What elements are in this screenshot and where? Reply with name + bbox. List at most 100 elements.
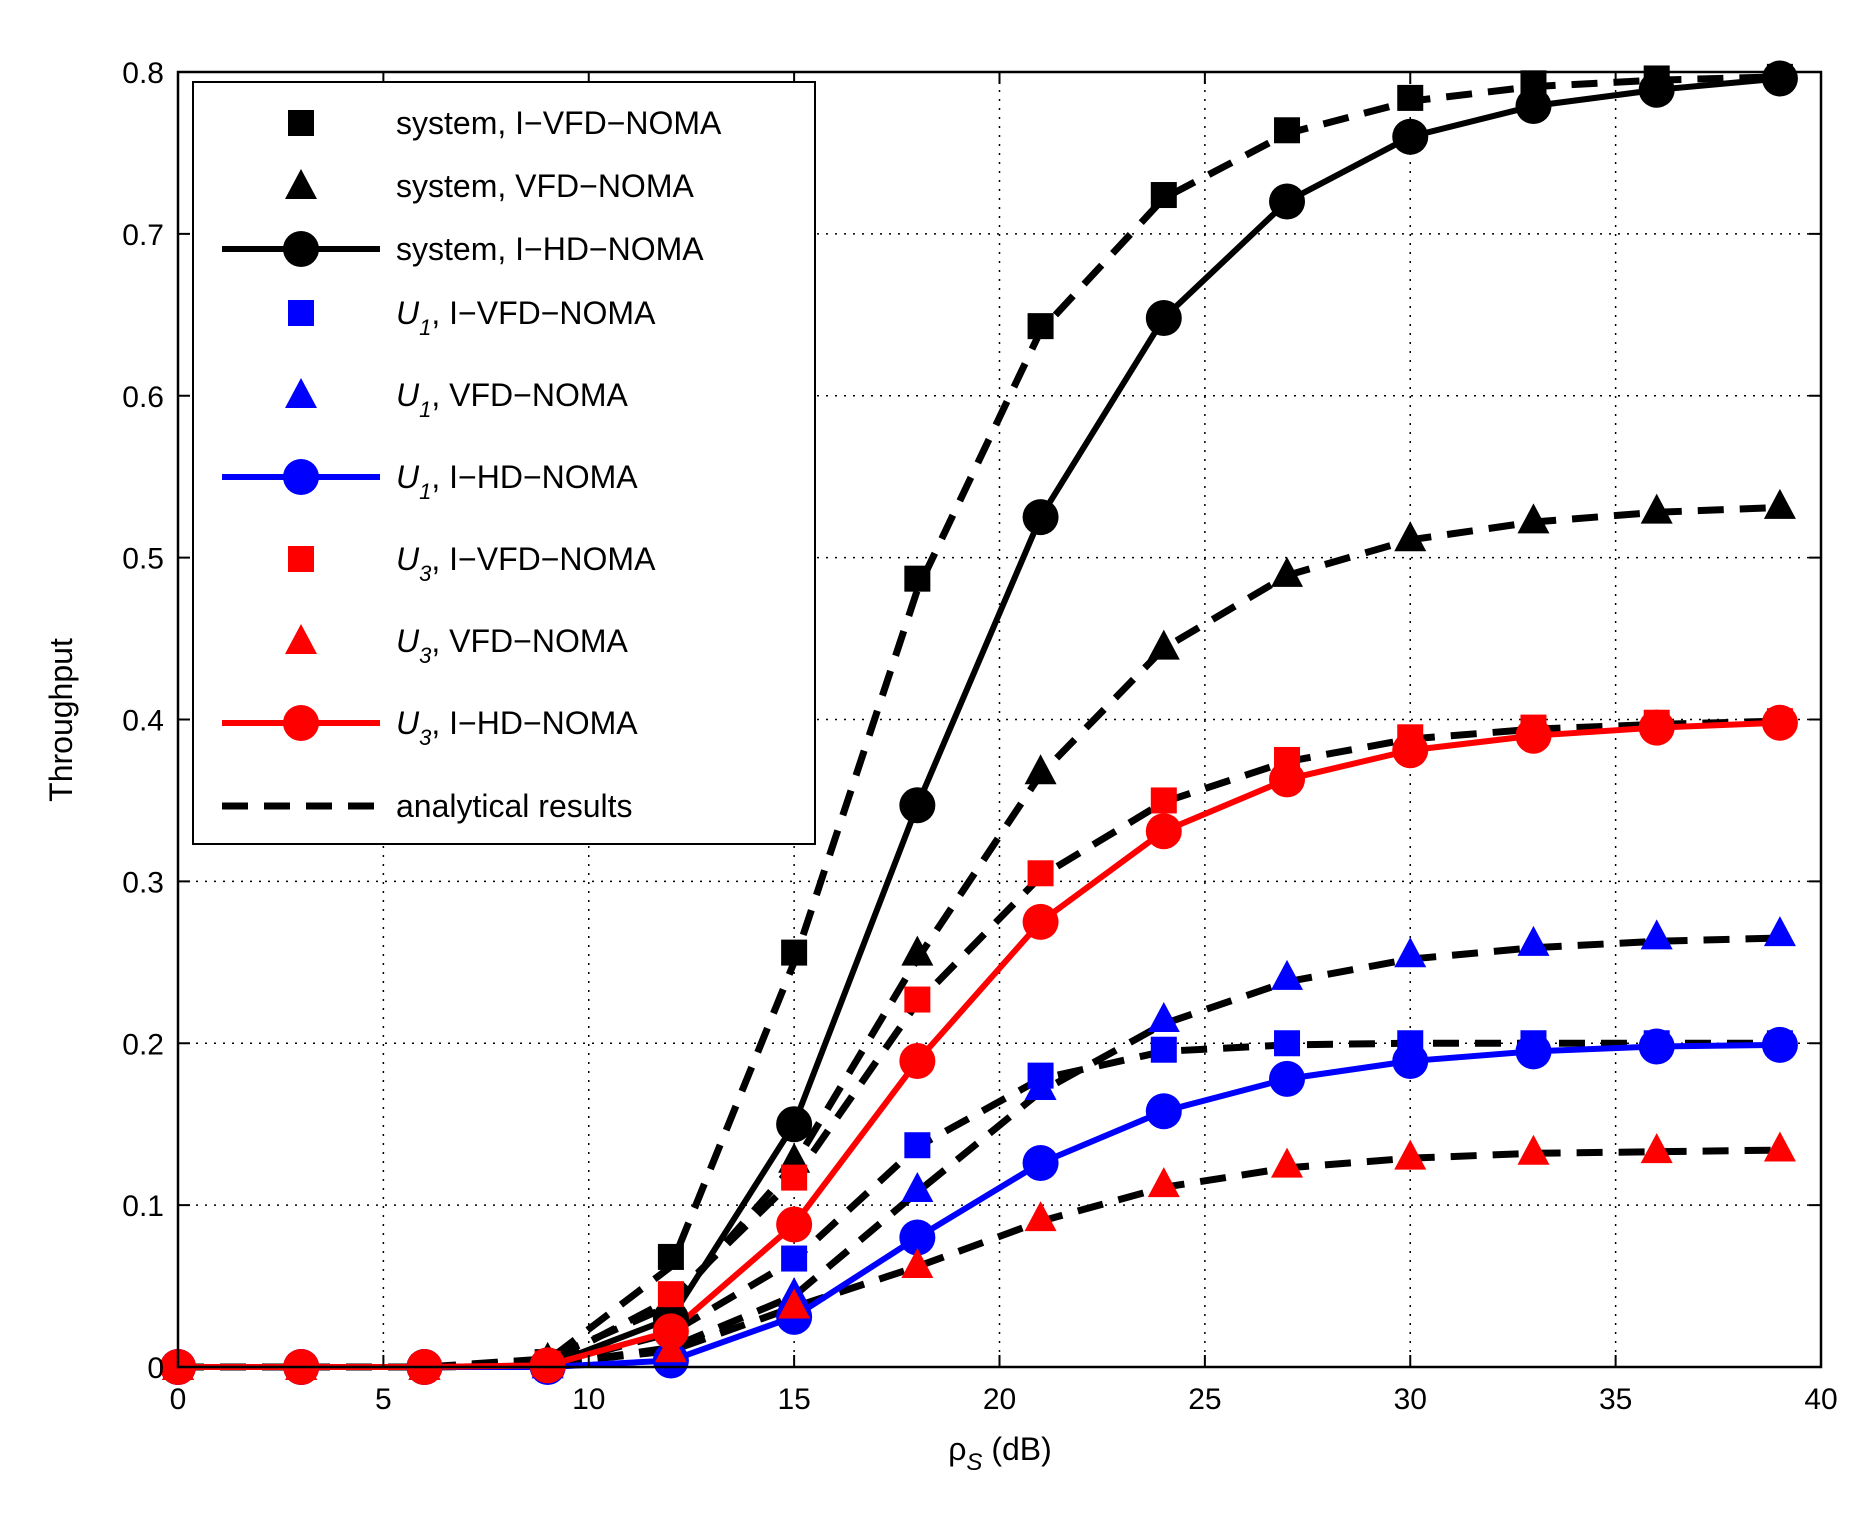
data-point-u1-i-hd-noma	[1269, 1060, 1306, 1097]
data-point-u3-i-vfd-noma	[1027, 860, 1054, 887]
data-point-u3-vfd-noma	[1024, 1201, 1057, 1232]
legend-label-prefix: U	[396, 623, 420, 659]
data-point-system-i-vfd-noma	[657, 1243, 684, 1270]
data-point-system-i-hd-noma	[1392, 118, 1429, 155]
data-point-u3-i-hd-noma	[1761, 704, 1798, 741]
legend-label-prefix: U	[396, 541, 420, 577]
data-point-u1-i-hd-noma	[1145, 1093, 1182, 1130]
data-point-u3-i-hd-noma	[776, 1206, 813, 1243]
legend-label-u3-i-hd-noma: U3, I−HD−NOMA	[396, 705, 638, 750]
data-point-u1-i-hd-noma	[899, 1219, 936, 1256]
tick-labels: 0 5 10 15 20 25 30 35 40 0 0.1 0.2 0.3 0.4 0.5 0.6 0.7 0.…	[122, 57, 1837, 1416]
data-point-system-i-hd-noma	[1515, 87, 1552, 124]
data-point-system-vfd-noma	[1640, 493, 1673, 524]
data-point-u1-i-vfd-noma	[781, 1245, 808, 1272]
data-point-u3-i-hd-noma	[529, 1347, 566, 1384]
y-tick-label: 0.1	[122, 1190, 164, 1223]
axis-ticks	[177, 71, 1822, 1368]
data-point-u1-i-vfd-noma	[1274, 1030, 1301, 1057]
data-point-u3-vfd-noma	[1517, 1134, 1550, 1165]
y-axis-label: Throughput	[43, 638, 79, 802]
x-tick-label: 15	[777, 1383, 810, 1416]
data-point-system-i-hd-noma	[1269, 183, 1306, 220]
data-point-system-i-vfd-noma	[781, 939, 808, 966]
legend-label-prefix: system,	[396, 168, 515, 204]
data-point-u3-vfd-noma	[901, 1248, 934, 1279]
series-markers	[160, 60, 1798, 1385]
legend-label-prefix: U	[396, 377, 420, 413]
y-tick-label: 0.6	[122, 381, 164, 414]
legend-label-suffix: VFD−NOMA	[515, 168, 694, 204]
data-point-u1-vfd-noma	[901, 1171, 934, 1202]
data-point-u1-vfd-noma	[1024, 1069, 1057, 1100]
data-point-system-i-vfd-noma	[1397, 84, 1424, 111]
legend-label-suffix: , VFD−NOMA	[431, 377, 628, 413]
legend-marker-system-vfd-noma	[285, 169, 317, 199]
data-point-u3-i-vfd-noma	[657, 1281, 684, 1308]
legend-label-prefix: U	[396, 705, 420, 741]
x-tick-label: 30	[1394, 1383, 1427, 1416]
data-point-u1-vfd-noma	[1394, 937, 1427, 968]
legend-label-u3-vfd-noma: U3, VFD−NOMA	[396, 623, 628, 668]
legend-label-sub: 1	[419, 397, 431, 422]
x-tick-label: 10	[572, 1383, 605, 1416]
legend-label-analytical-results: analytical results	[396, 788, 633, 824]
x-tick-label: 0	[170, 1383, 187, 1416]
data-point-system-vfd-noma	[901, 935, 934, 966]
legend-label-prefix: U	[396, 459, 420, 495]
data-point-u3-vfd-noma	[1394, 1139, 1427, 1170]
data-point-u3-i-hd-noma	[1269, 761, 1306, 798]
x-axis-label-unit: (dB)	[982, 1431, 1051, 1467]
data-point-u3-i-hd-noma	[1022, 903, 1059, 940]
y-tick-label: 0.2	[122, 1028, 164, 1061]
legend-label-u1-i-vfd-noma: U1, I−VFD−NOMA	[396, 295, 656, 340]
data-point-system-vfd-noma	[1024, 754, 1057, 785]
legend-label-suffix: , I−VFD−NOMA	[431, 541, 656, 577]
data-point-system-vfd-noma	[1271, 556, 1304, 587]
legend-label-u1-i-hd-noma: U1, I−HD−NOMA	[396, 459, 638, 504]
x-tick-label: 40	[1804, 1383, 1837, 1416]
x-tick-label: 5	[375, 1383, 392, 1416]
legend-label-prefix: analytical results	[396, 788, 633, 824]
data-point-system-i-hd-noma	[1145, 300, 1182, 337]
data-point-u3-i-hd-noma	[1145, 813, 1182, 850]
legend-label-u1-vfd-noma: U1, VFD−NOMA	[396, 377, 628, 422]
legend-label-system-i-hd-noma: system, I−HD−NOMA	[396, 231, 704, 267]
x-tick-label: 20	[983, 1383, 1016, 1416]
data-point-u1-i-hd-noma	[1761, 1026, 1798, 1063]
y-tick-label: 0.5	[122, 543, 164, 576]
data-point-system-i-vfd-noma	[1027, 313, 1054, 340]
x-tick-label: 35	[1599, 1383, 1632, 1416]
data-point-system-i-hd-noma	[1638, 71, 1675, 108]
data-point-u3-i-hd-noma	[1515, 717, 1552, 754]
data-point-u3-vfd-noma	[778, 1288, 811, 1319]
y-tick-label: 0.8	[122, 57, 164, 90]
data-point-u3-i-vfd-noma	[1150, 787, 1177, 814]
legend-label-suffix: , I−HD−NOMA	[431, 459, 638, 495]
legend-marker-u1-i-hd-noma	[283, 459, 319, 495]
legend-label-sub: 1	[419, 479, 431, 504]
data-point-system-vfd-noma	[1763, 488, 1796, 519]
data-point-u1-i-hd-noma	[1392, 1043, 1429, 1080]
legend-label-suffix: , I−VFD−NOMA	[431, 295, 656, 331]
y-tick-label: 0.7	[122, 219, 164, 252]
data-point-u1-vfd-noma	[1517, 925, 1550, 956]
data-point-u1-vfd-noma	[1763, 916, 1796, 947]
legend-label-system-i-vfd-noma: system, I−VFD−NOMA	[396, 105, 722, 141]
data-point-u1-i-hd-noma	[1638, 1028, 1675, 1065]
legend-label-u3-i-vfd-noma: U3, I−VFD−NOMA	[396, 541, 656, 586]
data-point-system-i-hd-noma	[1022, 499, 1059, 536]
legend-marker-u1-vfd-noma	[285, 378, 317, 408]
data-point-u1-i-hd-noma	[1515, 1033, 1552, 1070]
legend-label-sub: 3	[419, 643, 432, 668]
data-point-u3-vfd-noma	[1640, 1133, 1673, 1164]
data-point-u3-i-hd-noma	[899, 1043, 936, 1080]
legend-label-sub: 3	[419, 561, 432, 586]
legend-label-sub: 1	[419, 315, 431, 340]
data-point-system-vfd-noma	[1147, 629, 1180, 660]
x-axis-label: ρS (dB)	[948, 1431, 1052, 1476]
legend-label-suffix: I−HD−NOMA	[515, 231, 704, 267]
x-tick-label: 25	[1188, 1383, 1221, 1416]
data-point-u3-i-hd-noma	[652, 1313, 689, 1350]
data-point-u1-vfd-noma	[1640, 919, 1673, 950]
